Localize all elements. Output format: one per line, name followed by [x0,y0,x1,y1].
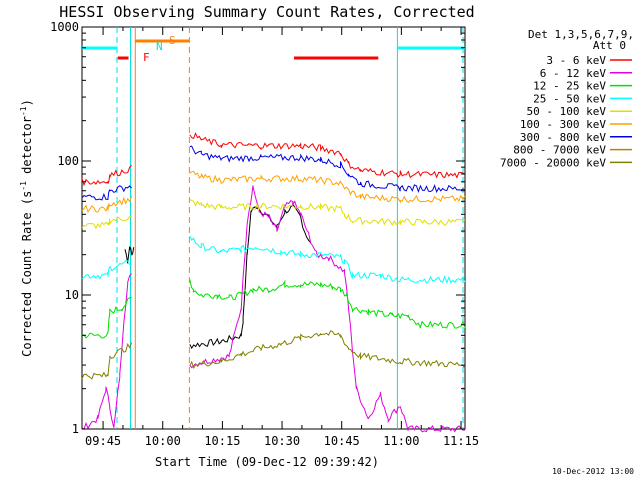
flag-letter: S [169,34,176,47]
series-3-6-kev [124,246,135,264]
series-6-12-kev [81,273,133,431]
flag-letter: F [143,51,150,64]
flag-letter: N [156,40,163,53]
legend-label: 300 - 800 keV [520,131,606,144]
series-50-100-kev [81,215,132,230]
series-3-6-kev-top- [81,164,133,187]
y-axis-label-part2: detector [20,116,34,181]
series-100-300-kev [189,170,466,204]
plot-frame [81,26,466,430]
legend-header-1: Det 1,3,5,6,7,9, [528,28,634,41]
x-tick-label: 11:15 [443,434,479,448]
x-axis-label: Start Time (09-Dec-12 09:39:42) [155,455,379,469]
plot-area [81,26,466,430]
series-7000-20000-kev [189,330,466,370]
series-6-12-kev [189,185,465,433]
legend-label: 7000 - 20000 keV [500,156,606,169]
series-50-100-kev [189,199,466,227]
series-300-800-kev [81,185,133,201]
flag-bars [82,39,465,60]
legend-label: 6 - 12 keV [540,67,607,80]
flag-annotations: FN S [143,34,176,64]
legend-header-2: Att 0 [593,39,626,52]
series-100-300-kev [81,195,133,214]
x-tick-label: 10:45 [324,434,360,448]
series-lines [81,132,466,433]
legend-label: 25 - 50 keV [533,92,606,105]
series-25-50-kev [189,235,466,284]
x-tick-label: 10:15 [204,434,240,448]
legend-label: 3 - 6 keV [546,54,606,67]
series-12-25-kev [189,279,466,329]
legend-label: 12 - 25 keV [533,80,606,93]
axis-ticks: 09:45 10:00 10:15 10:30 10:45 11:00 11:15 1 10 10… [50,20,479,448]
y-tick-label: 1000 [50,20,79,34]
y-axis-label-sup1: -1 [19,181,28,191]
y-axis-label-part3: ) [20,99,34,106]
y-axis-label-sup2: -1 [19,106,28,116]
vertical-markers [116,27,464,429]
series-25-50-kev [81,260,132,280]
chart-title: HESSI Observing Summary Count Rates, Cor… [59,3,474,21]
series-300-800-kev [189,145,466,194]
x-tick-label: 10:30 [264,434,300,448]
x-tick-label: 11:00 [383,434,419,448]
y-tick-label: 100 [57,154,79,168]
legend-label: 100 - 300 keV [520,118,606,131]
y-tick-label: 1 [72,422,79,436]
footer-date: 10-Dec-2012 13:00 [552,467,634,476]
y-axis-label-part1: Corrected Count Rate (s [20,191,34,357]
y-axis-label: Corrected Count Rate (s-1 detector-1) [19,99,34,357]
series-7000-20000-kev [81,342,133,380]
legend-label: 50 - 100 keV [527,105,607,118]
x-tick-label: 09:45 [85,434,121,448]
y-tick-label: 10 [65,288,79,302]
legend-label: 800 - 7000 keV [513,144,606,157]
x-tick-label: 10:00 [145,434,181,448]
series-12-25-kev [81,296,132,339]
series-3-6-kev-top- [189,132,466,179]
